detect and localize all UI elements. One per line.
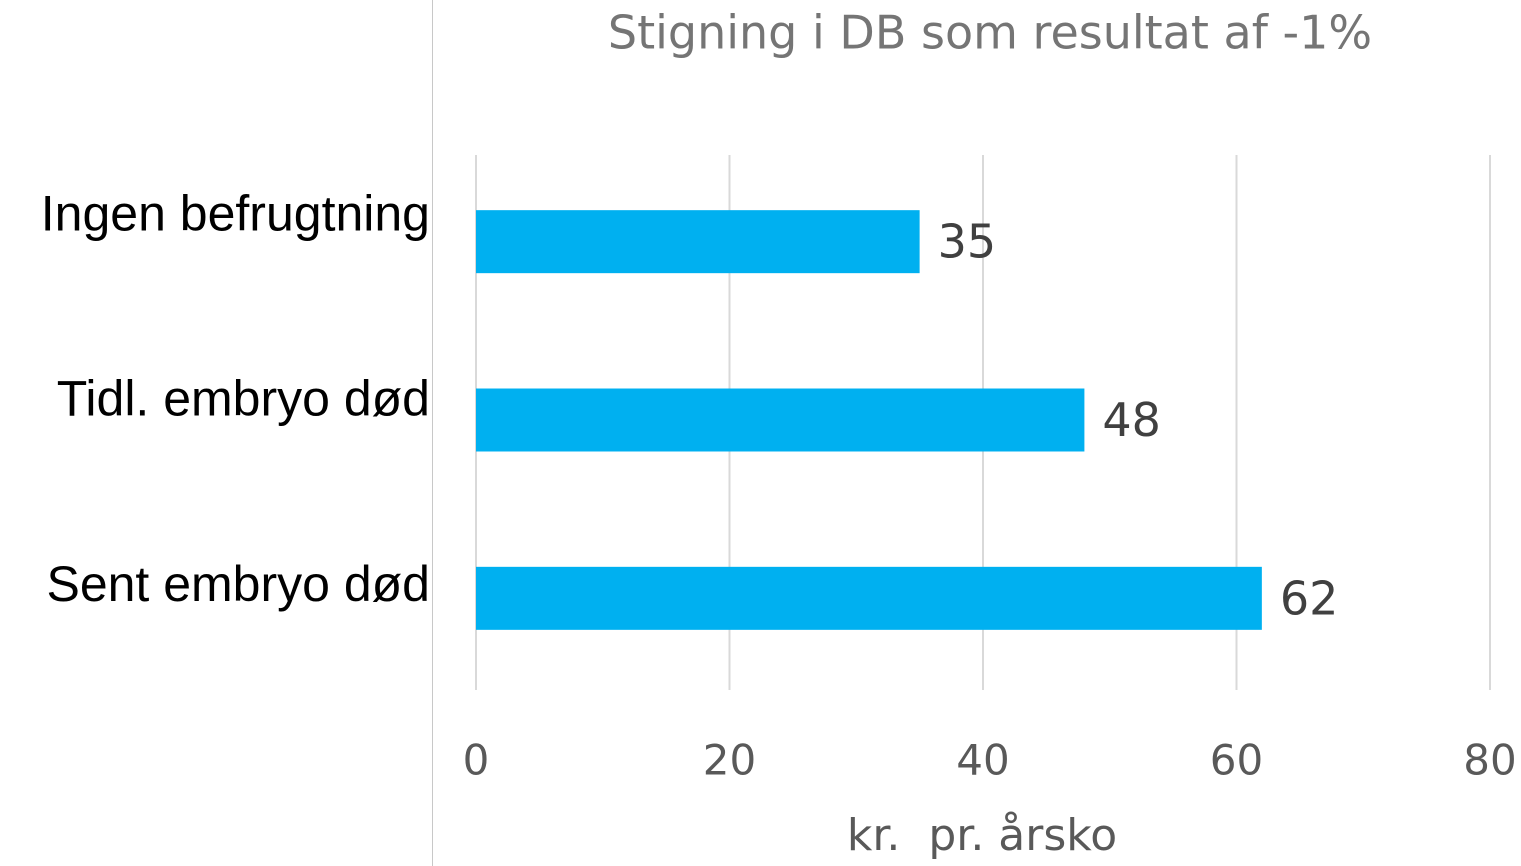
category-label: Ingen befrugtning (41, 185, 430, 241)
x-tick-label: 80 (1463, 736, 1516, 785)
value-label: 35 (938, 215, 997, 269)
x-tick-label: 60 (1210, 736, 1263, 785)
value-label: 48 (1102, 393, 1161, 447)
x-tick-label: 40 (956, 736, 1009, 785)
value-label: 62 (1280, 571, 1339, 625)
bar (476, 210, 920, 274)
category-label: Tidl. embryo død (57, 371, 430, 427)
category-label: Sent embryo død (46, 556, 430, 612)
bar (476, 388, 1085, 452)
x-tick-label: 20 (703, 736, 756, 785)
chart-title: Stigning i DB som resultat af -1% (608, 6, 1372, 60)
bar (476, 566, 1262, 630)
x-tick-label: 0 (463, 736, 490, 785)
x-axis-label: kr. pr. årsko (847, 810, 1117, 861)
